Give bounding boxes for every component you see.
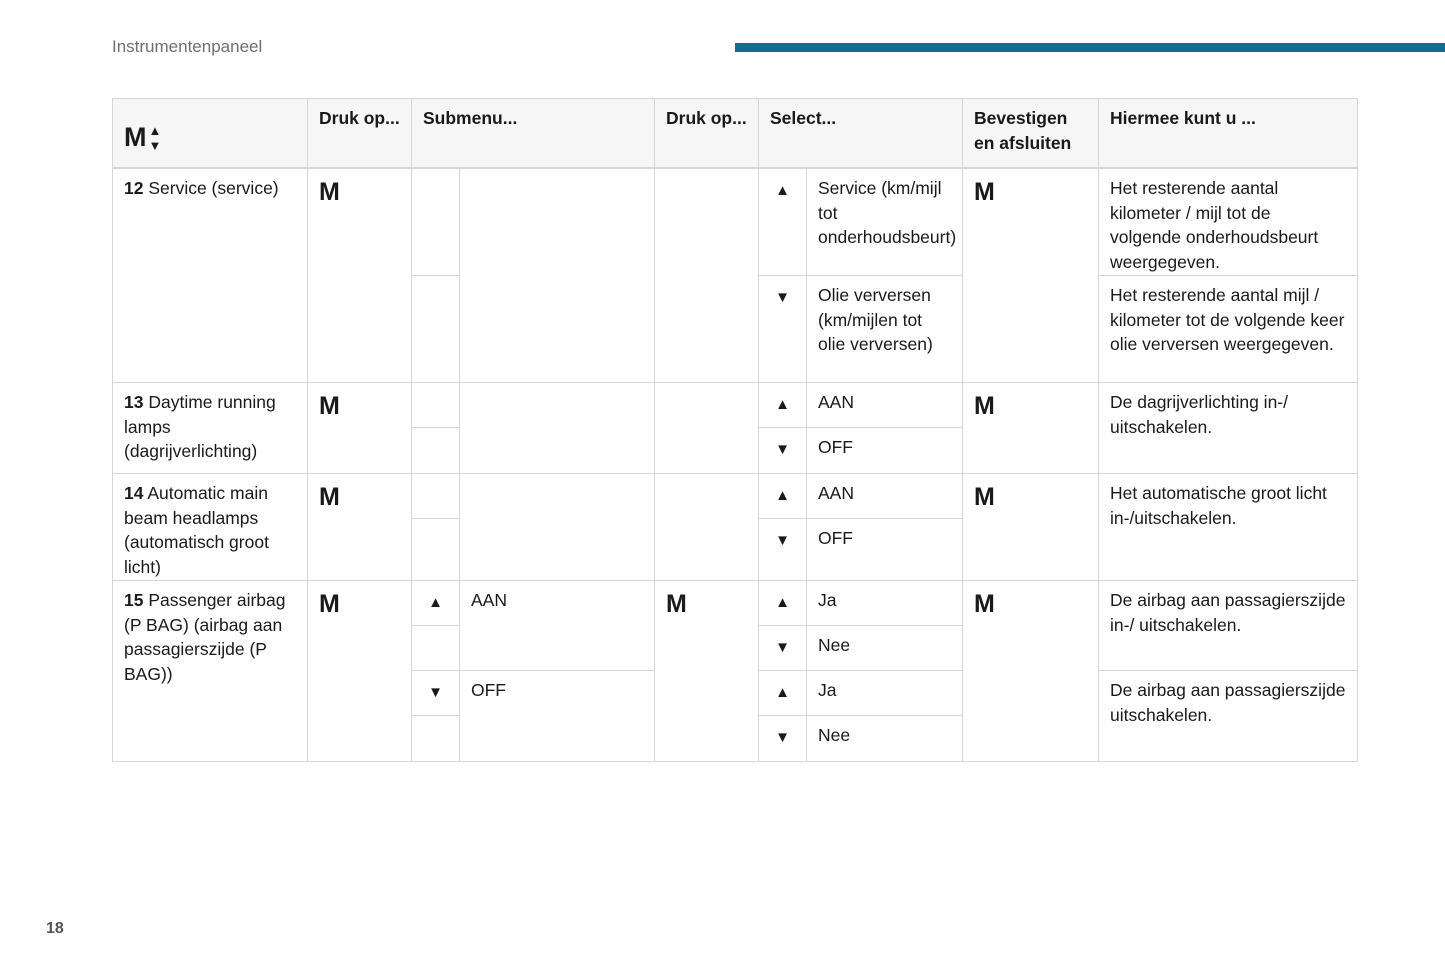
m-button-icon: M [963, 383, 1099, 474]
page-number: 18 [46, 920, 64, 937]
select-option: AAN [807, 474, 963, 519]
section-accent-bar [735, 43, 1445, 52]
submenu-arrow-cell [412, 276, 460, 383]
purpose-text: Het automatische groot licht in-/uitscha… [1099, 474, 1358, 581]
purpose-text: Het resterende aantal kilometer / mijl t… [1099, 169, 1358, 276]
item-label: 12 Service (service) [113, 169, 308, 383]
header-press1: Druk op... [308, 99, 412, 169]
m-button-icon: M [963, 474, 1099, 581]
select-option: OFF [807, 428, 963, 474]
m-button-icon: M [963, 581, 1099, 762]
m-button-icon: M [655, 581, 759, 762]
purpose-text: De airbag aan passagierszijde in-/ uitsc… [1099, 581, 1358, 671]
select-option: OFF [807, 519, 963, 581]
down-arrow-icon: ▼ [759, 716, 807, 762]
section-title: Instrumentenpaneel [112, 37, 263, 56]
up-arrow-icon: ▲ [412, 581, 460, 626]
header-press2: Druk op... [655, 99, 759, 169]
m-button-icon: M [308, 383, 412, 474]
submenu-cell [460, 474, 655, 581]
select-option: Service (km/mijl tot onderhoudsbeurt) [807, 169, 963, 276]
item-label: 15 Passenger airbag (P BAG) (airbag aan … [113, 581, 308, 762]
purpose-text: De dagrijverlichting in-/ uitschakelen. [1099, 383, 1358, 474]
submenu-cell [460, 169, 655, 383]
header-select: Select... [759, 99, 963, 169]
purpose-text: Het resterende aantal mijl / kilometer t… [1099, 276, 1358, 383]
submenu-arrow-cell [412, 626, 460, 671]
up-arrow-icon: ▲ [759, 581, 807, 626]
m-button-icon: M [308, 169, 412, 383]
select-option: AAN [807, 383, 963, 428]
settings-table: M ▲ ▼ Druk op... Submenu... Druk op... Se… [112, 98, 1358, 762]
purpose-text: De airbag aan passagierszijde uitschakel… [1099, 671, 1358, 762]
submenu-arrow-cell [412, 169, 460, 276]
up-arrow-icon: ▲ [759, 671, 807, 716]
select-option: Ja [807, 581, 963, 626]
select-option: Ja [807, 671, 963, 716]
submenu-arrow-cell [412, 383, 460, 428]
header-submenu: Submenu... [412, 99, 655, 169]
submenu-arrow-cell [412, 519, 460, 581]
m-button-icon: M [308, 581, 412, 762]
submenu-arrow-cell [412, 474, 460, 519]
down-arrow-icon: ▼ [759, 276, 807, 383]
select-option: Olie verversen (km/mijlen tot olie verve… [807, 276, 963, 383]
up-down-arrows-icon: ▲ ▼ [148, 122, 162, 153]
m-key-icon: M [124, 122, 147, 153]
m-button-icon: M [308, 474, 412, 581]
down-arrow-icon: ▼ [759, 519, 807, 581]
header-confirm: Bevestigen en afsluiten [963, 99, 1099, 169]
down-arrow-icon: ▼ [759, 626, 807, 671]
submenu-option: AAN [460, 581, 655, 671]
down-arrow-icon: ▼ [412, 671, 460, 716]
header-menu-key: M ▲ ▼ [113, 99, 308, 169]
press2-cell [655, 169, 759, 383]
up-arrow-icon: ▲ [759, 474, 807, 519]
up-arrow-icon: ▲ [759, 169, 807, 276]
press2-cell [655, 383, 759, 474]
submenu-option: OFF [460, 671, 655, 762]
submenu-arrow-cell [412, 716, 460, 762]
select-option: Nee [807, 716, 963, 762]
header-purpose: Hiermee kunt u ... [1099, 99, 1358, 169]
item-label: 13 Daytime running lamps (dagrijverlicht… [113, 383, 308, 474]
press2-cell [655, 474, 759, 581]
m-button-icon: M [963, 169, 1099, 383]
select-option: Nee [807, 626, 963, 671]
submenu-arrow-cell [412, 428, 460, 474]
submenu-cell [460, 383, 655, 474]
item-label: 14 Automatic main beam headlamps (automa… [113, 474, 308, 581]
down-arrow-icon: ▼ [759, 428, 807, 474]
up-arrow-icon: ▲ [759, 383, 807, 428]
